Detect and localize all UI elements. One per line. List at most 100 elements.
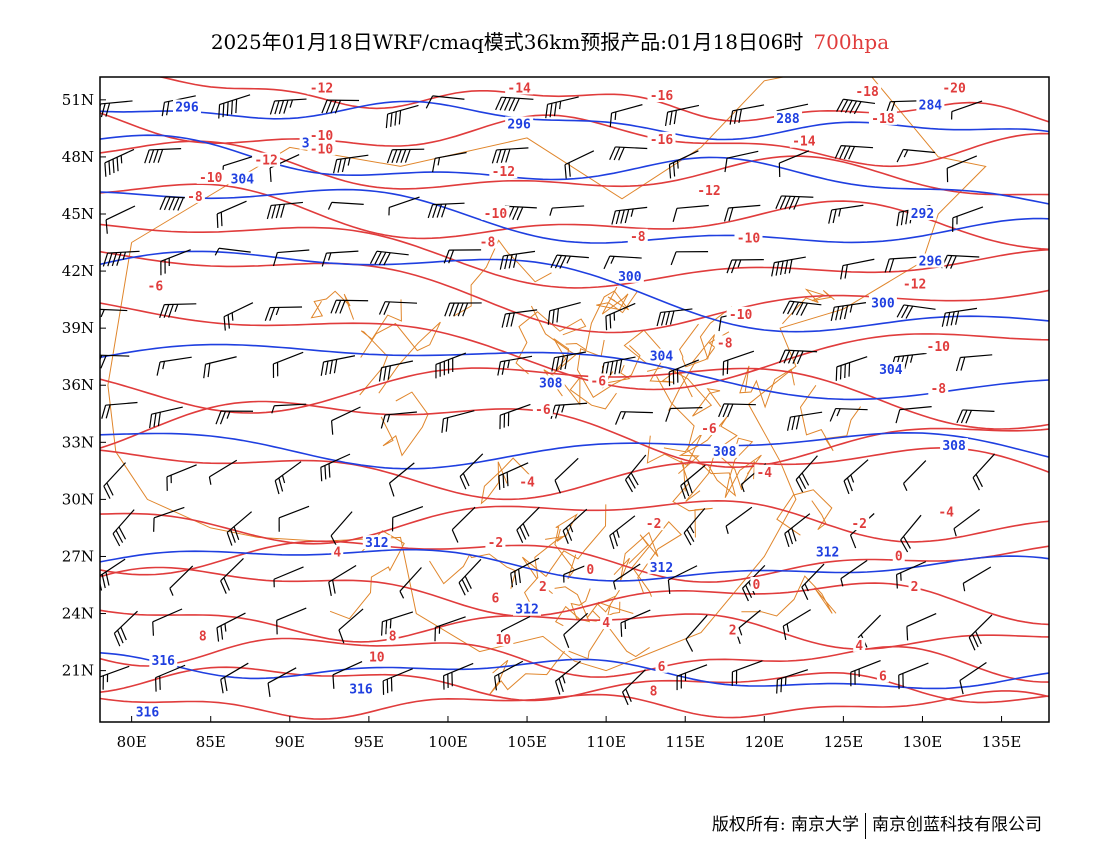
wind-barb (840, 559, 868, 587)
wind-barb (320, 355, 356, 376)
wind-barb (554, 660, 581, 695)
label-backdrop (362, 535, 391, 550)
wind-barb (266, 201, 303, 220)
wind-barb (264, 306, 303, 321)
label-backdrop (853, 84, 882, 99)
temperature-value-label: -10 (199, 171, 223, 186)
wind-barb (624, 454, 647, 493)
company-text: 南京创蓝科技有限公司 (872, 815, 1042, 835)
wind-barb (458, 558, 482, 596)
lon-tick-label: 115E (665, 733, 705, 751)
temperature-value-label: 4 (333, 546, 341, 561)
wind-barb (203, 356, 237, 379)
temperature-value-label: -18 (855, 85, 879, 100)
temperature-value-label: -18 (871, 112, 895, 127)
label-backdrop (892, 548, 905, 563)
wind-barb (432, 151, 467, 173)
temperature-value-label: 8 (389, 629, 397, 644)
wind-barb (656, 308, 693, 327)
lon-tick-label: 100E (428, 733, 468, 751)
label-backdrop (196, 628, 209, 643)
lat-tick-label: 45N (62, 205, 94, 223)
wind-barb (104, 148, 135, 177)
temperature-value-label: -16 (650, 133, 674, 148)
wind-barb (953, 508, 980, 537)
label-backdrop (647, 559, 676, 574)
wind-barb (959, 662, 987, 695)
label-backdrop (734, 230, 763, 245)
wind-barb (269, 98, 307, 115)
wind-barb (778, 150, 810, 178)
province-border (570, 588, 621, 622)
label-backdrop (489, 164, 518, 179)
height-labels: 2962882842963304292296300300304304308308… (133, 97, 969, 720)
label-backdrop (643, 516, 664, 531)
temperature-value-label: -6 (148, 279, 164, 294)
province-border (631, 521, 682, 597)
wind-barb (778, 349, 818, 365)
wind-barb (321, 99, 360, 114)
height-value-label: 316 (136, 705, 160, 720)
temperature-value-label: -4 (756, 466, 772, 481)
wind-barb (100, 665, 130, 690)
temperature-value-label: -2 (646, 517, 662, 532)
wind-barb (829, 407, 868, 422)
label-backdrop (916, 253, 945, 268)
wind-barb (725, 506, 753, 534)
lon-tick-label: 90E (275, 733, 305, 751)
wind-barb (941, 307, 978, 327)
temperature-value-label: -2 (851, 517, 867, 532)
wind-barb (220, 557, 244, 594)
isotherm-line (100, 302, 1049, 391)
wind-barb (378, 360, 414, 382)
wind-barb (718, 403, 756, 418)
lat-tick-label: 24N (62, 605, 94, 623)
wind-barb (621, 669, 646, 706)
label-backdrop (694, 183, 723, 198)
province-border (568, 589, 620, 660)
wind-barb (664, 104, 700, 127)
isotherm-line (100, 666, 1049, 704)
label-backdrop (615, 268, 644, 283)
temperature-value-label: -6 (535, 403, 551, 418)
wind-barb (613, 563, 641, 590)
wind-barb (386, 148, 425, 164)
height-value-label: 284 (919, 99, 943, 114)
temperature-value-label: -6 (701, 422, 717, 437)
wind-barb (562, 508, 588, 544)
province-border (565, 290, 629, 351)
label-backdrop (386, 628, 399, 643)
province-border (679, 323, 730, 368)
label-backdrop (726, 306, 755, 321)
temperature-value-label: -8 (187, 190, 203, 205)
temperature-value-label: -12 (697, 184, 720, 199)
wind-barb (101, 401, 138, 419)
wind-barb (369, 250, 409, 266)
height-contour-line (100, 548, 1049, 582)
wind-barb (267, 667, 297, 698)
wind-barb (102, 250, 140, 267)
wind-barb (391, 506, 424, 532)
wind-barb (545, 96, 579, 119)
isotherm-line (100, 447, 1049, 501)
wind-barb (550, 254, 589, 269)
lat-tick-label: 42N (62, 262, 94, 280)
wind-barb (962, 566, 992, 592)
wind-barb (222, 155, 255, 174)
wind-barb (843, 459, 869, 495)
wind-barb (775, 195, 814, 210)
lat-tick-label: 21N (62, 662, 94, 680)
province-border-lines (107, 77, 987, 696)
height-value-label: 316 (349, 683, 373, 698)
temperature-value-label: -12 (492, 165, 515, 180)
wind-barb (782, 300, 822, 316)
province-border (453, 239, 552, 317)
wind-barb (388, 196, 420, 216)
lon-tick-label: 120E (745, 733, 785, 751)
wind-barb (836, 98, 876, 115)
wind-barb (112, 509, 135, 547)
wind-barb (218, 94, 251, 119)
isotherm-line (100, 690, 1049, 720)
wind-barb (160, 249, 191, 276)
lat-tick-label: 33N (62, 433, 94, 451)
